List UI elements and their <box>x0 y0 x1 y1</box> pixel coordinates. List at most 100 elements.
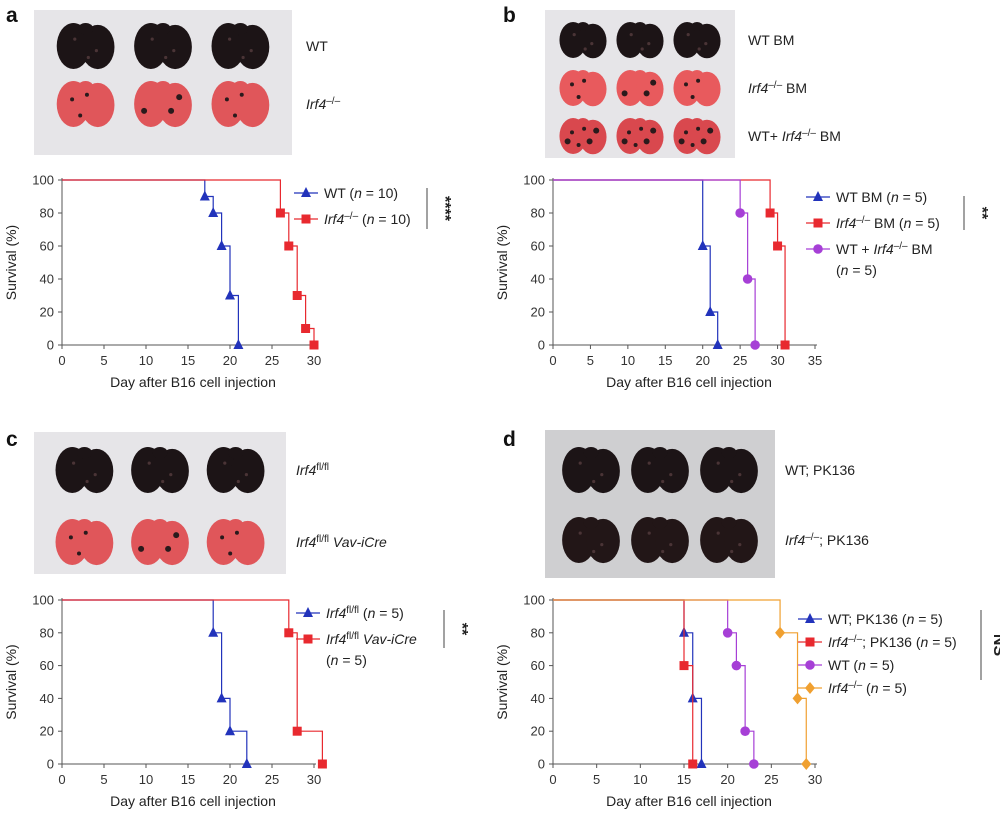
lung-specimen <box>700 517 758 564</box>
survival-step-line <box>553 179 756 345</box>
y-tick-label: 60 <box>531 239 545 254</box>
y-tick-label: 60 <box>40 658 54 673</box>
superscript: –/– <box>768 80 782 91</box>
metastasis-spot <box>593 127 600 134</box>
lung-texture-spot <box>578 461 582 465</box>
italic-text: Irf4 <box>828 680 848 696</box>
metastasis-spot <box>176 94 183 101</box>
lung-specimen <box>559 118 607 155</box>
lung-texture-spot <box>86 55 90 60</box>
lung-lobe-right <box>579 119 607 155</box>
italic-text: n <box>858 657 866 673</box>
italic-text: n <box>891 189 899 205</box>
legend-label: Irf4–/– (n = 10) <box>324 211 411 228</box>
x-tick-label: 15 <box>677 772 691 787</box>
plain-text: = 5) <box>866 657 894 673</box>
metastasis-spot <box>582 126 587 131</box>
x-tick-label: 20 <box>223 353 237 368</box>
plain-text: = 5) <box>899 189 927 205</box>
plain-text: = 10) <box>375 211 411 227</box>
lung-specimen <box>562 447 620 494</box>
survival-data-point <box>292 726 302 736</box>
italic-text: n <box>354 185 362 201</box>
survival-data-point <box>731 660 742 671</box>
significance-label: **** <box>436 196 453 222</box>
y-tick-label: 20 <box>40 724 54 739</box>
survival-data-point <box>742 274 753 284</box>
metastasis-spot <box>627 130 631 135</box>
lung-lobe-left <box>206 447 241 493</box>
italic-text: Irf4 <box>326 605 346 621</box>
lung-row-label: WT BM <box>748 32 794 48</box>
lung-trachea <box>232 23 248 35</box>
lung-texture-spot <box>738 543 742 547</box>
legend-label-line2: (n = 5) <box>836 262 877 278</box>
legend-marker <box>813 244 823 254</box>
lung-texture-spot <box>85 479 89 484</box>
lung-specimen <box>700 447 758 494</box>
lung-trachea <box>576 70 590 79</box>
y-tick-label: 0 <box>47 338 54 353</box>
lung-texture-spot <box>592 479 596 484</box>
legend-marker <box>805 660 815 670</box>
lung-row-label: Irf4–/– BM <box>748 80 807 97</box>
lung-trachea <box>652 447 668 459</box>
lung-texture-spot <box>716 531 720 535</box>
lung-trachea <box>690 118 704 127</box>
survival-step-line <box>553 599 703 764</box>
metastasis-spot <box>621 90 628 97</box>
lung-lobe-left <box>131 519 165 565</box>
x-tick-label: 0 <box>58 353 65 368</box>
superscript: –/– <box>848 634 862 645</box>
lung-trachea <box>228 519 244 531</box>
metastasis-spot <box>582 78 587 83</box>
lung-trachea <box>721 517 737 529</box>
x-tick-label: 10 <box>139 772 153 787</box>
y-tick-label: 100 <box>32 593 54 608</box>
lung-lobe-right <box>231 520 265 566</box>
plain-text: WT BM ( <box>836 189 891 205</box>
metastasis-spot <box>690 143 695 147</box>
lung-texture-spot <box>572 33 576 37</box>
plain-text: ( <box>326 652 331 668</box>
lung-specimen <box>562 517 620 564</box>
survival-data-point <box>749 759 759 769</box>
x-tick-label: 20 <box>720 772 734 787</box>
y-axis-title: Survival (%) <box>3 644 19 719</box>
y-tick-label: 0 <box>538 757 545 772</box>
lung-specimen <box>616 22 664 59</box>
lung-texture-spot <box>236 479 240 484</box>
chart-axes: 0 5 10 15 20 25 30 35 0 20 40 60 80 100 Day after B16 … <box>494 173 822 391</box>
plain-text: WT BM <box>748 32 794 48</box>
lung-texture-spot <box>640 47 644 51</box>
lung-trachea <box>576 118 590 127</box>
legend-label: Irf4fl/fl (n = 5) <box>326 605 404 622</box>
italic-text: n <box>871 680 879 696</box>
lung-texture-spot <box>169 473 173 477</box>
superscript: fl/fl <box>316 534 329 545</box>
lung-texture-spot <box>697 47 701 51</box>
superscript: –/– <box>344 211 358 222</box>
survival-data-point <box>765 208 775 218</box>
x-tick-label: 30 <box>307 772 321 787</box>
survival-data-point <box>705 306 716 316</box>
lung-specimen <box>616 118 664 155</box>
survival-series: WT (n = 10) <box>62 179 398 349</box>
metastasis-spot <box>690 95 695 99</box>
x-tick-label: 30 <box>307 353 321 368</box>
lung-trachea <box>152 519 168 531</box>
lung-lobe-left <box>700 517 734 563</box>
metastasis-spot <box>564 138 571 145</box>
lung-texture-spot <box>249 49 253 53</box>
lung-specimen <box>56 81 115 128</box>
italic-text: Irf4 <box>296 462 316 478</box>
x-tick-label: 15 <box>181 772 195 787</box>
plain-text: WT <box>306 38 328 54</box>
survival-data-point <box>225 289 235 300</box>
legend-label: WT + Irf4–/– BM <box>836 241 933 258</box>
legend-label-line2: (n = 5) <box>326 652 367 668</box>
lung-specimen <box>206 519 265 566</box>
plain-text: WT ( <box>324 185 354 201</box>
plain-text: ( <box>359 605 368 621</box>
legend-label: Irf4–/– BM (n = 5) <box>836 215 940 232</box>
